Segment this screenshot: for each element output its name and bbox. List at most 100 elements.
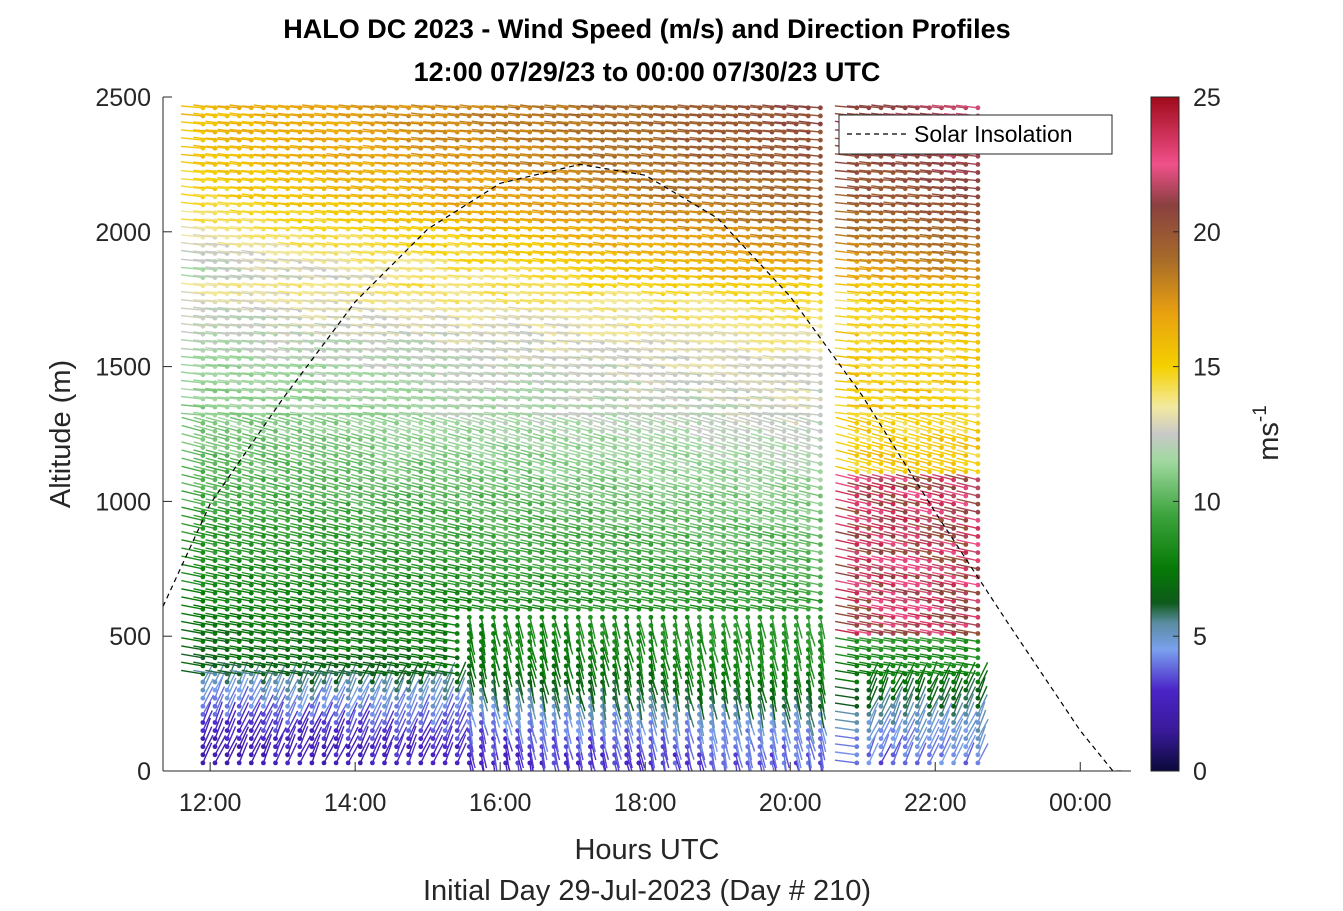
wind-barb-shaft — [205, 177, 228, 182]
wind-barb-dot — [309, 501, 315, 507]
wind-barb-dot — [563, 614, 569, 620]
wind-barb-shaft — [229, 433, 252, 441]
wind-barb-dot — [503, 469, 508, 475]
wind-barb-shaft — [205, 416, 228, 424]
wind-barb-dot — [406, 752, 412, 758]
wind-barb-shaft — [202, 678, 214, 699]
wind-barb-dot — [357, 477, 363, 483]
wind-barb-dot — [406, 485, 412, 491]
wind-barb-shaft — [205, 299, 228, 303]
wind-barb-shaft — [229, 653, 252, 659]
wind-barb-shaft — [205, 225, 228, 230]
wind-barb-dot — [454, 445, 460, 450]
wind-barb-shaft — [205, 441, 228, 449]
wind-barb-dot — [491, 428, 496, 434]
wind-barb-dot — [406, 461, 412, 467]
wind-barb-dot — [273, 712, 278, 717]
wind-barb-dot — [224, 420, 230, 426]
wind-barb-dot — [454, 703, 460, 709]
wind-barb-dot — [357, 420, 363, 426]
wind-barb-dot — [200, 582, 206, 588]
wind-barb-shaft — [193, 563, 216, 570]
wind-barb-dot — [309, 720, 315, 725]
wind-barb-dot — [273, 485, 278, 491]
wind-barb-dot — [321, 461, 327, 467]
wind-barb-shaft — [193, 347, 216, 352]
wind-barb-dot — [321, 720, 327, 725]
wind-barb-dot — [236, 469, 242, 475]
wind-barb-dot — [454, 663, 460, 669]
wind-barb-shaft — [193, 136, 216, 141]
wind-barb-dot — [357, 728, 363, 733]
wind-barb-dot — [357, 736, 363, 741]
wind-barb-dot — [382, 461, 387, 467]
wind-barb-shaft — [217, 291, 240, 295]
wind-barb-dot — [430, 679, 436, 685]
wind-barb-dot — [357, 437, 363, 442]
wind-barb-shaft — [181, 441, 204, 449]
wind-barb-dot — [454, 671, 460, 677]
wind-barb-dot — [345, 752, 351, 758]
wind-barb-shaft — [229, 379, 252, 384]
wind-barb-shaft — [226, 686, 238, 707]
wind-barb-dot — [224, 550, 230, 555]
wind-barb-shaft — [238, 694, 250, 715]
wind-barb-shaft — [181, 563, 204, 570]
wind-barb-dot — [430, 420, 436, 426]
wind-barb-dot — [430, 736, 436, 741]
wind-barb-shaft — [205, 234, 228, 238]
wind-barb-shaft — [181, 498, 204, 505]
wind-barb-dot — [551, 445, 557, 450]
wind-barb-dot — [454, 517, 460, 523]
wind-barb-shaft — [214, 717, 224, 739]
wind-barb-shaft — [205, 433, 228, 441]
wind-barb-shaft — [238, 702, 250, 723]
wind-barb-shaft — [229, 457, 252, 465]
wind-barb-dot — [212, 582, 218, 588]
wind-barb-dot — [382, 469, 387, 475]
wind-barb-shaft — [226, 701, 236, 723]
wind-barb-shaft — [180, 137, 203, 141]
wind-barb-shaft — [181, 555, 204, 562]
wind-barb-shaft — [217, 588, 240, 594]
wind-barb-dot — [345, 485, 351, 491]
wind-barb-dot — [563, 501, 569, 507]
wind-barb-shaft — [217, 355, 240, 360]
wind-barb-dot — [394, 687, 399, 693]
wind-barb-dot — [248, 712, 254, 717]
wind-barb-dot — [248, 453, 254, 458]
wind-barb-shaft — [205, 363, 228, 368]
wind-barb-dot — [382, 720, 387, 725]
wind-barb-dot — [200, 477, 206, 483]
wind-barb-dot — [236, 550, 242, 555]
wind-barb-shaft — [205, 380, 228, 384]
wind-barb-dot — [454, 501, 460, 507]
wind-barb-dot — [418, 736, 424, 741]
wind-barb-shaft — [217, 628, 240, 635]
wind-barb-shaft — [229, 465, 252, 473]
wind-barb-dot — [236, 477, 242, 483]
wind-barb-shaft — [193, 372, 216, 376]
wind-barb-dot — [454, 461, 460, 467]
wind-barb-shaft — [217, 153, 240, 157]
wind-barb-dot — [236, 574, 242, 580]
wind-barb-dot — [236, 752, 242, 758]
wind-barb-shaft — [193, 490, 216, 497]
wind-barb-shaft — [193, 193, 216, 198]
wind-barb-shaft — [181, 514, 204, 521]
wind-barb-dot — [406, 679, 412, 685]
wind-barb-dot — [212, 574, 218, 580]
wind-barb-dot — [297, 687, 303, 693]
wind-barb-dot — [394, 712, 399, 717]
wind-barb-dot — [442, 752, 448, 758]
wind-barb-dot — [212, 712, 218, 717]
wind-barb-dot — [382, 485, 387, 491]
wind-barb-dot — [261, 509, 266, 515]
wind-barb-dot — [248, 428, 254, 434]
wind-barb-dot — [527, 493, 533, 499]
wind-barb-dot — [321, 679, 327, 685]
wind-barb-dot — [430, 501, 436, 507]
wind-barb-shaft — [205, 547, 228, 554]
wind-barb-dot — [394, 728, 399, 733]
wind-barb-shaft — [193, 433, 216, 441]
